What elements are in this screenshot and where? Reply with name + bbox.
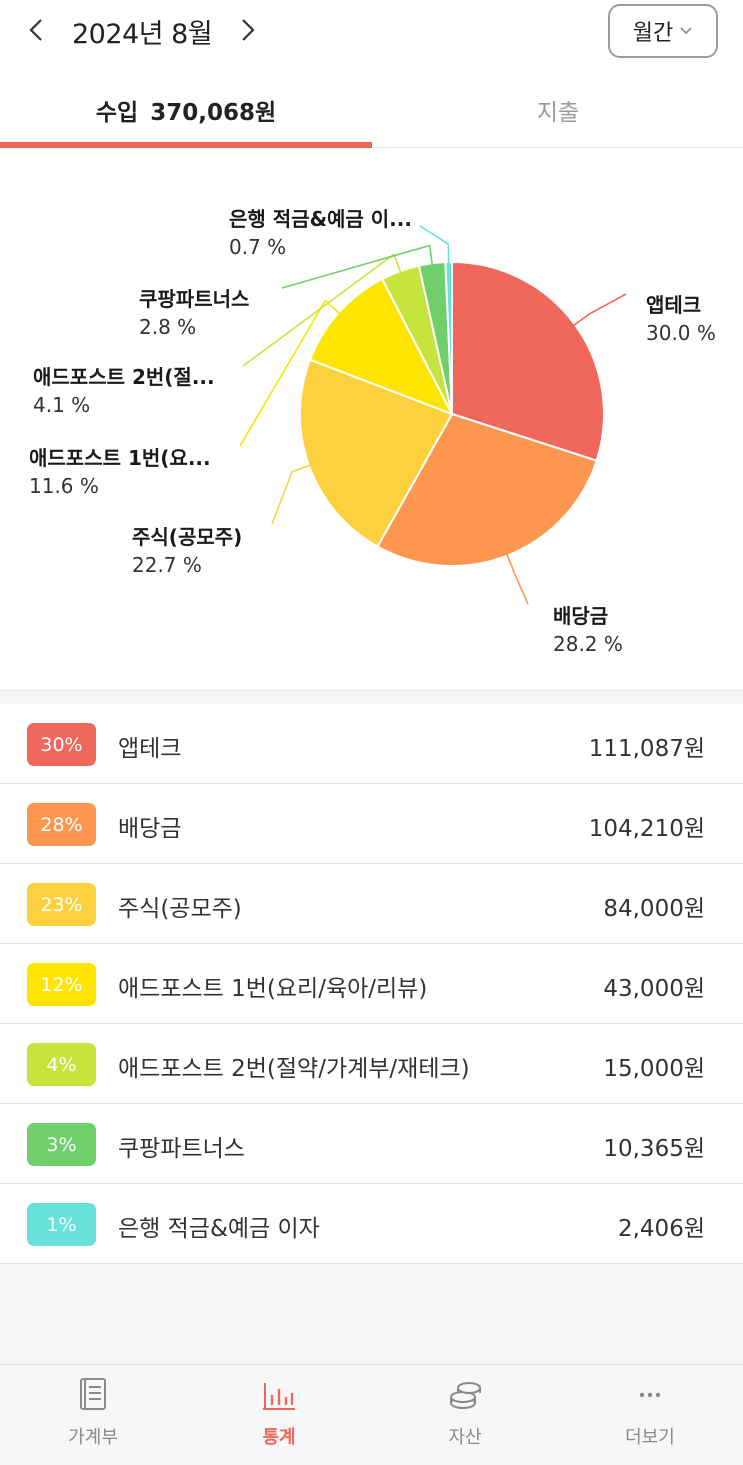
tab-income[interactable]: 수입 370,068원	[0, 72, 372, 147]
pie-slice-percent: 22.7 %	[132, 553, 202, 577]
list-item[interactable]: 4% 애드포스트 2번(절약/가계부/재테크) 15,000원	[0, 1024, 743, 1104]
type-tabs: 수입 370,068원 지출	[0, 72, 743, 148]
category-amount: 15,000원	[603, 1056, 705, 1082]
nav-item-ledger[interactable]: 가계부	[0, 1365, 186, 1465]
pie-slice-label: 은행 적금&예금 이...	[229, 207, 412, 231]
period-select-label: 월간	[632, 21, 674, 46]
pie-leader-line	[242, 252, 402, 367]
percent-badge: 1%	[27, 1203, 96, 1246]
pie-chart-svg: 앱테크 30.0 % 배당금 28.2 % 주식(공모주) 22.7 % 애드포스트 1번(…	[29, 207, 716, 656]
top-bar: 2024년 8월 월간	[0, 0, 743, 62]
nav-label-ledger: 가계부	[68, 1427, 118, 1448]
pie-slice-percent: 0.7 %	[229, 235, 286, 259]
nav-label-stats: 통계	[262, 1427, 296, 1448]
category-list: 30% 앱테크 111,087원 28% 배당금 104,210원 23% 주식(공모주) 84…	[0, 704, 743, 1264]
category-name: 애드포스트 2번(절약/가계부/재테크)	[118, 1056, 470, 1082]
active-tab-indicator	[0, 142, 372, 148]
category-name: 애드포스트 1번(요리/육아/리뷰)	[118, 976, 428, 1002]
bar-chart-icon	[263, 1383, 295, 1410]
more-icon	[639, 1392, 661, 1398]
nav-item-assets[interactable]: 자산	[372, 1365, 558, 1465]
tab-expense[interactable]: 지출	[372, 72, 743, 147]
list-item[interactable]: 30% 앱테크 111,087원	[0, 704, 743, 784]
pie-leader-line	[419, 225, 450, 265]
category-name: 주식(공모주)	[118, 896, 242, 922]
nav-item-stats[interactable]: 통계	[186, 1365, 372, 1465]
category-amount: 10,365원	[603, 1136, 705, 1162]
category-name: 배당금	[118, 816, 182, 842]
percent-badge: 30%	[27, 723, 96, 766]
category-amount: 43,000원	[603, 976, 705, 1002]
category-name: 은행 적금&예금 이자	[118, 1216, 320, 1242]
pie-leader-line	[572, 293, 627, 327]
list-item[interactable]: 3% 쿠팡파트너스 10,365원	[0, 1104, 743, 1184]
pie-leader-line	[239, 299, 341, 447]
pie-slice-percent: 30.0 %	[646, 321, 716, 345]
section-divider	[0, 690, 743, 704]
month-title: 2024년 8월	[72, 19, 213, 50]
category-name: 앱테크	[118, 736, 182, 762]
pie-slice-percent: 28.2 %	[553, 632, 623, 656]
list-item[interactable]: 1% 은행 적금&예금 이자 2,406원	[0, 1184, 743, 1264]
prev-month-button[interactable]	[16, 8, 56, 52]
category-amount: 111,087원	[588, 736, 705, 762]
percent-badge: 23%	[27, 883, 96, 926]
tab-expense-label: 지출	[536, 99, 580, 126]
category-amount: 2,406원	[617, 1216, 705, 1242]
percent-badge: 28%	[27, 803, 96, 846]
category-name: 쿠팡파트너스	[118, 1136, 245, 1162]
pie-slice-label: 배당금	[553, 604, 608, 628]
pie-leader-line	[281, 244, 434, 289]
tab-income-label: 수입	[95, 99, 139, 126]
pie-slice-label: 애드포스트 2번(절...	[33, 365, 215, 389]
chevron-down-icon	[680, 27, 692, 35]
pie-slice-label: 애드포스트 1번(요...	[29, 446, 211, 470]
nav-item-more[interactable]: 더보기	[557, 1365, 743, 1465]
pie-slice-label: 앱테크	[646, 293, 701, 317]
category-amount: 84,000원	[603, 896, 705, 922]
period-select[interactable]: 월간	[608, 4, 718, 58]
percent-badge: 12%	[27, 963, 96, 1006]
pie-slice-percent: 11.6 %	[29, 474, 99, 498]
next-month-button[interactable]	[228, 8, 268, 52]
chevron-right-icon	[242, 19, 255, 41]
percent-badge: 3%	[27, 1123, 96, 1166]
pie-chart: 앱테크 30.0 % 배당금 28.2 % 주식(공모주) 22.7 % 애드포스트 1번(…	[0, 150, 743, 690]
category-amount: 104,210원	[588, 816, 705, 842]
list-item[interactable]: 12% 애드포스트 1번(요리/육아/리뷰) 43,000원	[0, 944, 743, 1024]
tab-income-amount: 370,068원	[150, 99, 277, 126]
empty-area	[0, 1264, 743, 1364]
bottom-navigation: 가계부 통계 자산 더보기	[0, 1364, 743, 1465]
list-item[interactable]: 23% 주식(공모주) 84,000원	[0, 864, 743, 944]
percent-badge: 4%	[27, 1043, 96, 1086]
pie-leader-line	[271, 464, 312, 525]
pie-leader-line	[505, 553, 529, 605]
pie-slice-percent: 2.8 %	[139, 315, 196, 339]
list-item[interactable]: 28% 배당금 104,210원	[0, 784, 743, 864]
pie-slice-label: 주식(공모주)	[132, 525, 242, 549]
book-icon	[80, 1378, 106, 1410]
nav-label-more: 더보기	[625, 1427, 675, 1448]
coins-icon	[450, 1382, 481, 1409]
pie-slice-label: 쿠팡파트너스	[139, 287, 249, 311]
pie-slice-percent: 4.1 %	[33, 393, 90, 417]
nav-label-assets: 자산	[448, 1427, 482, 1448]
chevron-left-icon	[29, 19, 42, 41]
